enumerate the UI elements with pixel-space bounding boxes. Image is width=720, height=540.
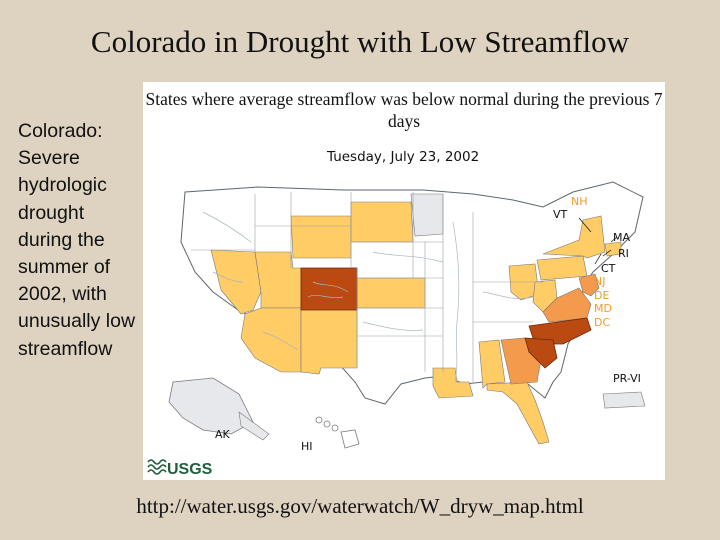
state-louisiana	[432, 367, 474, 399]
state-alabama	[478, 339, 506, 389]
map-caption: States where average streamflow was belo…	[145, 89, 663, 131]
state-florida	[486, 381, 550, 445]
us-streamflow-map: NH VT MA RI CT NJ DE MD DC PR-VI AK HI U…	[147, 181, 646, 478]
source-url: http://water.usgs.gov/waterwatch/W_dryw_…	[136, 494, 584, 518]
usgs-logo-text: USGS	[167, 461, 213, 478]
slide-title: Colorado in Drought with Low Streamflow	[90, 24, 630, 59]
label-md: MD	[594, 302, 612, 315]
state-colorado	[300, 267, 358, 311]
label-nj: NJ	[594, 275, 605, 288]
hawaii-islands	[315, 416, 360, 449]
label-pr-vi: PR-VI	[613, 372, 641, 385]
label-hi: HI	[301, 440, 313, 453]
usgs-logo: USGS	[147, 459, 213, 478]
state-borders	[191, 192, 543, 382]
label-ak: AK	[215, 428, 231, 441]
label-ri: RI	[618, 247, 629, 260]
alaska-panhandle	[238, 411, 270, 441]
state-mid-atlantic	[578, 273, 600, 297]
state-south-carolina	[524, 337, 558, 369]
label-de: DE	[594, 289, 609, 302]
state-south-dakota	[350, 201, 414, 243]
state-new-mexico	[300, 307, 358, 375]
state-wyoming	[290, 215, 352, 259]
label-nh: NH	[571, 195, 588, 208]
drought-map-panel: States where average streamflow was belo…	[143, 82, 665, 480]
side-description: Colorado: Severe hydrologic drought duri…	[18, 120, 136, 360]
label-leader-lines	[578, 217, 618, 265]
state-minnesota	[410, 193, 444, 237]
state-alaska	[168, 377, 254, 435]
label-ct: CT	[601, 262, 616, 275]
map-date: Tuesday, July 23, 2002	[327, 149, 480, 165]
state-kansas	[356, 277, 426, 309]
label-ma: MA	[613, 231, 630, 244]
label-vt: VT	[553, 208, 568, 221]
state-virginia	[542, 287, 592, 323]
label-dc: DC	[594, 316, 610, 329]
state-pennsylvania	[536, 255, 588, 281]
state-new-york	[542, 215, 606, 259]
puerto-rico	[602, 391, 646, 409]
state-ri-ct	[604, 241, 622, 257]
river-lines	[202, 211, 534, 383]
state-arizona	[240, 307, 302, 373]
